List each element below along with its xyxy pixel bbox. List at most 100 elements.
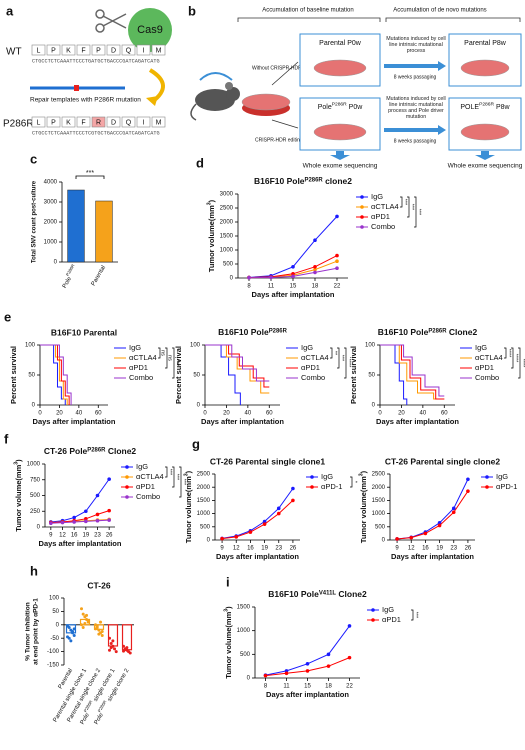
panel-label: b [188,3,196,18]
x-tick-label: 19 [436,546,443,552]
y-tick-label: 1500 [197,498,211,504]
chart-title: B16F10 PoleP286R clone2 [254,176,352,186]
point [95,624,99,628]
marker [107,518,111,522]
y-tick-label: 50 [368,373,375,379]
legend-label: Combo [371,222,395,231]
mouse [190,82,240,121]
significance-bracket [400,196,403,208]
x-tick-label: Parental [91,265,107,287]
legend-marker [125,485,129,489]
significance-label: **** [506,349,512,358]
marker [284,671,289,676]
wt-label: WT [6,47,22,58]
marker [305,669,310,673]
x-tick-label: 16 [422,546,429,552]
aa-letter: F [81,47,85,54]
legend-label: αCTLA4 [136,472,164,481]
marker [313,270,317,275]
aa-box [91,44,106,56]
x-tick-label: 15 [290,284,297,290]
text-part: B16F10 Pole [218,327,269,337]
marker [72,515,76,520]
annotation-text: Mutations induced by cell line intrinsic… [386,36,446,54]
significance-label: *** [339,355,345,362]
survival-curve [205,344,270,388]
dna-sequence: CTGCCTCTCAAATTCCCTCGTGCTGACCCGATCAGATCAT… [32,130,160,136]
marker [291,265,295,269]
marker [451,506,456,511]
survival-curve [205,344,270,382]
aa-box [106,44,121,56]
aa-letter: K [66,119,71,126]
mutation-mark [74,85,79,91]
legend-marker [125,465,129,469]
dish [313,123,367,141]
y-tick-label: 1500 [372,498,386,504]
aa-box [136,116,151,128]
significance-bracket [330,347,333,359]
legend-marker [371,618,375,622]
x-tick-label: 26 [465,546,472,552]
x-axis-label: Days after implantation [201,417,284,426]
marker [347,624,352,628]
legend-label: αPD1 [475,363,494,372]
series-line [50,478,110,523]
y-axis-label: at end point by αPD-1 [33,598,40,665]
aa-box [31,116,46,128]
annotation: 8 weeks passaging [394,138,437,144]
x-tick-label: 40 [420,411,427,417]
legend-label: αPD1 [301,363,320,372]
marker [335,259,339,264]
y-axis-label: Percent survival [9,346,18,404]
text-part: Pole [61,275,73,289]
y-tick-label: 1000 [220,248,234,254]
text-part: Pole [318,104,332,111]
chart-title: CT-26 PoleP286R Clone2 [44,446,137,456]
marker [291,272,295,276]
annotation: Mutations induced by cell line intrinsic… [386,36,446,54]
aa-letter: D [111,47,116,54]
arrow [475,151,495,160]
point [80,607,83,611]
x-tick-label: 12 [408,546,415,552]
point [128,651,132,655]
y-axis-label: Percent survival [174,346,183,404]
marker [437,523,442,528]
legend-marker [125,495,129,499]
annotation-text: Mutations induced by cell line intrinsic… [386,96,446,120]
chart-title: CT-26 Parental single clone2 [385,456,501,466]
aa-letter: P [51,119,56,126]
text-part: Clone2 [447,327,478,337]
panel-label: f [4,431,9,446]
x-tick-label: 0 [38,411,42,417]
marker [84,509,88,514]
text-part: ) [359,470,368,473]
marker [313,238,317,242]
x-tick-label: 18 [312,284,319,290]
survival-curve [380,344,445,400]
wes-label: Whole exome sequencing [448,163,523,170]
y-tick-label: 250 [30,509,41,515]
point [100,630,104,633]
x-tick-label: 22 [334,284,341,290]
x-axis-label: Days after implantation [376,417,459,426]
legend-label: Combo [129,373,153,382]
marker [291,274,295,279]
marker [95,518,100,523]
edit-label: CRISPR-HDR editing [255,137,303,143]
superscript: P286R [87,447,106,453]
legend-label: IgG [136,462,148,471]
aa-letter: M [156,119,162,126]
marker [437,521,442,525]
text-part: B16F10 Pole [378,327,429,337]
y-tick-label: 100 [49,596,60,602]
text-part: Pole [79,712,91,726]
significance-bracket [407,196,410,218]
panel-label: h [30,563,38,578]
x-tick-label: 20 [223,411,230,417]
aa-letter: I [143,47,145,54]
x-axis-label: Days after implantation [33,417,116,426]
chart-title: B16F10 PoleP286R Clone2 [378,327,478,337]
aa-letter: F [81,119,85,126]
